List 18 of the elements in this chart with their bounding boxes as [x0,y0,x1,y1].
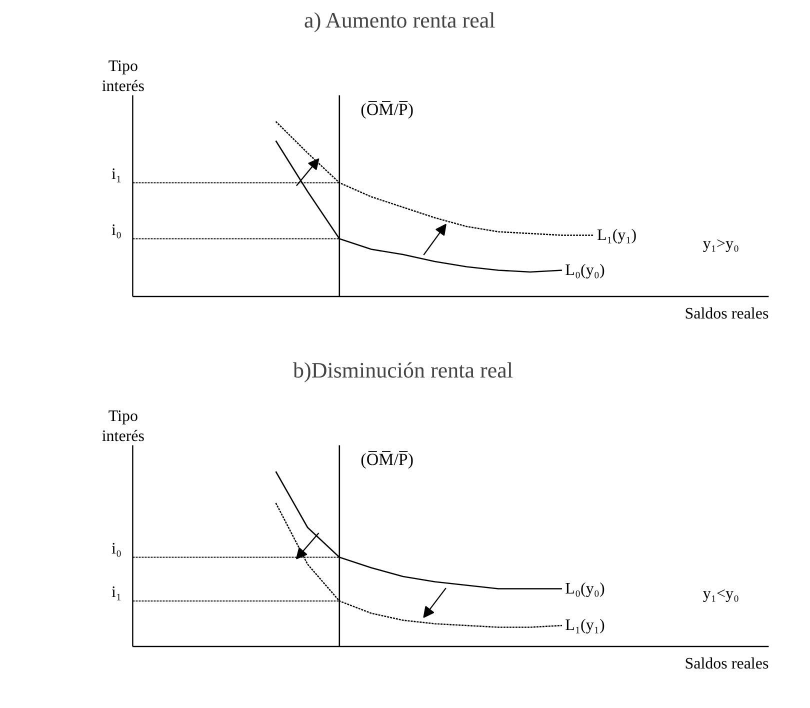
series-label: L₁(y₁) [565,617,605,634]
chart-title: a) Aumento renta real [304,8,496,32]
series-label: L₁(y₁) [596,226,637,244]
y-axis-title: Tipo interés [102,408,144,446]
annotation: y₁<y₀ [702,586,740,602]
ref-line-label: i₁ [112,584,122,601]
ref-line-label: i₀ [112,222,122,239]
chart-title: b)Disminución renta real [293,358,513,382]
x-axis-title: Saldos reales [684,655,769,672]
series-label: L₀(y₀) [565,580,605,598]
text: (O̅M̅/P̅) [360,450,414,469]
series-label: L₀(y₀) [565,262,605,279]
y-axis-title: Tipo interés [102,58,144,96]
annotation: y₁>y₀ [702,236,740,252]
x-axis-title: Saldos reales [684,305,769,322]
ref-line-label: i₁ [112,166,122,183]
ref-line-label: i₀ [112,540,122,558]
text: (O̅M̅/P̅) [360,100,414,119]
